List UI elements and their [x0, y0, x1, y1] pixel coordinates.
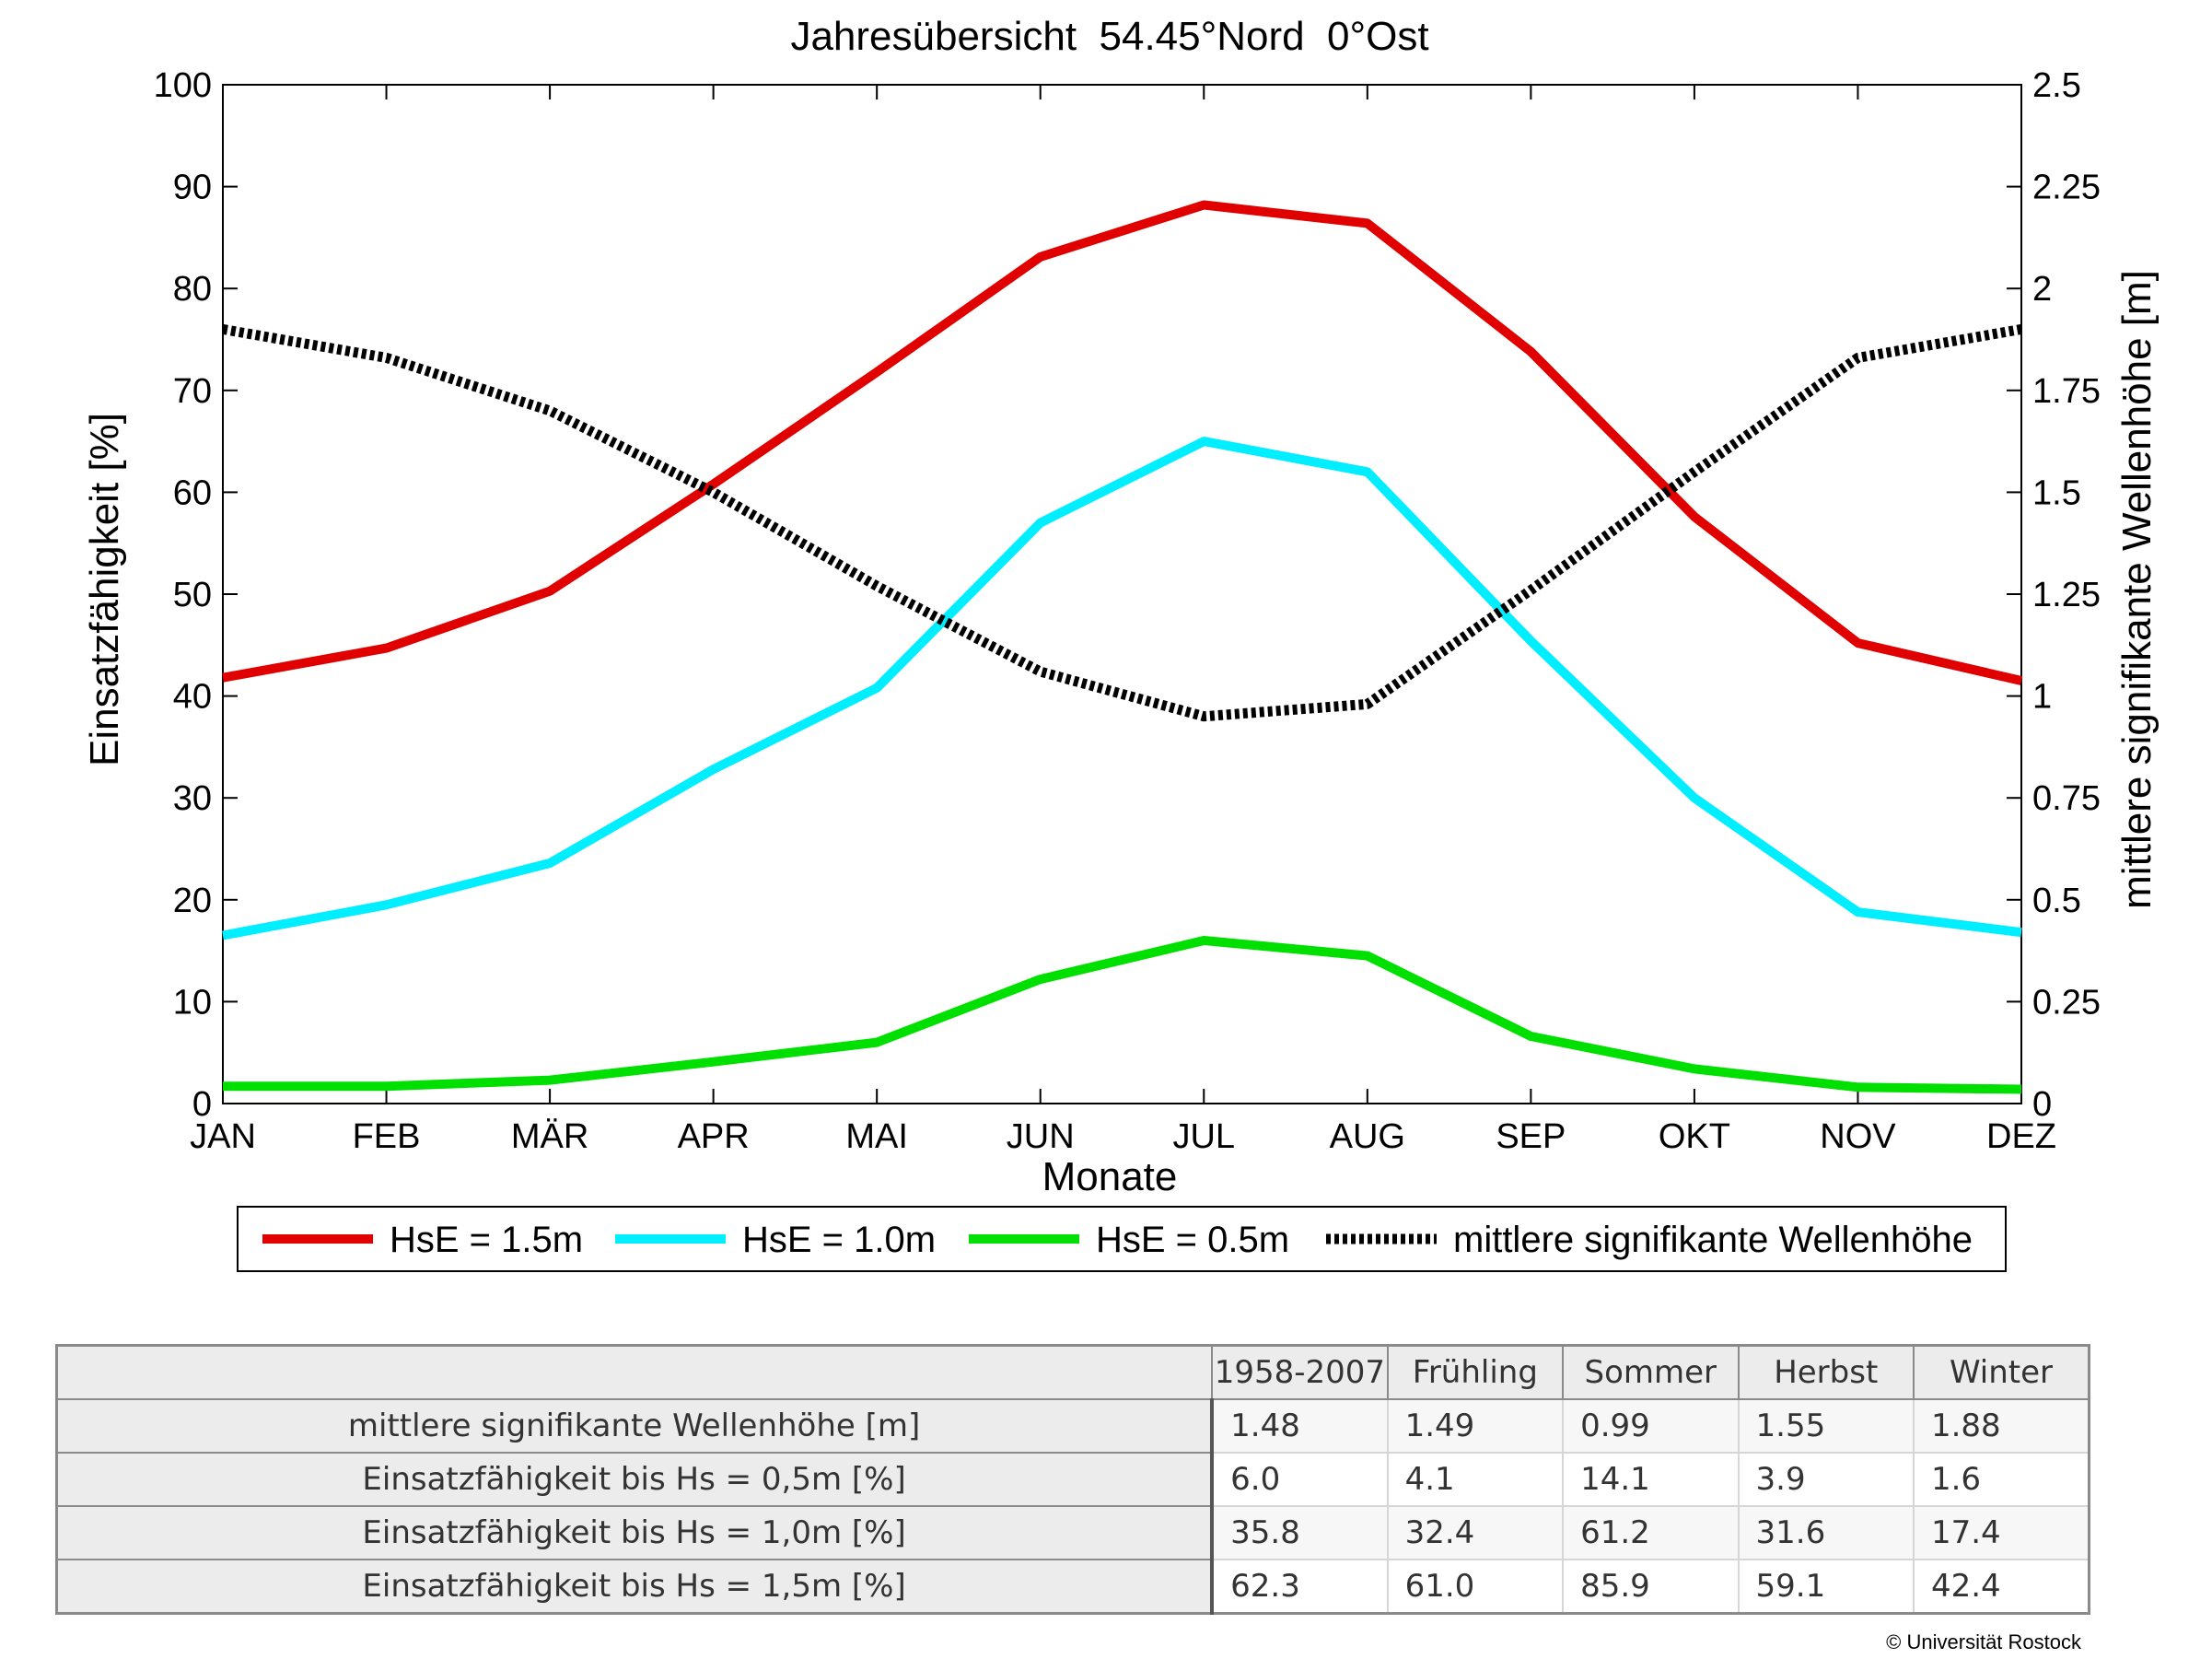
legend-label: HsE = 1.5m — [390, 1220, 583, 1260]
table-row-label: Einsatzfähigkeit bis Hs = 1,5m [%] — [55, 1559, 1215, 1615]
legend-label: mittlere signifikante Wellenhöhe — [1453, 1220, 1973, 1260]
y2-tick-label: 2.5 — [2032, 66, 2081, 105]
y-tick-label: 20 — [173, 882, 212, 920]
y2-tick-label: 0.75 — [2032, 779, 2101, 818]
y2-tick-label: 0 — [2032, 1085, 2052, 1124]
y-tick-label: 70 — [173, 372, 212, 411]
y-tick-label: 40 — [173, 678, 212, 717]
x-tick-label: JUN — [1007, 1117, 1075, 1156]
table-cell: 61.0 — [1386, 1559, 1565, 1615]
x-tick-label: SEP — [1496, 1117, 1566, 1156]
table-cell: 62.3 — [1211, 1559, 1389, 1615]
legend: HsE = 1.5m HsE = 1.0m HsE = 0.5m mittlere s… — [237, 1206, 2007, 1272]
table-cell: 3.9 — [1737, 1452, 1915, 1507]
table-header-cell: Winter — [1912, 1344, 2090, 1400]
table-cell: 0.99 — [1562, 1398, 1740, 1454]
table-cell: 1.88 — [1912, 1398, 2090, 1454]
x-tick-label: APR — [678, 1117, 750, 1156]
table-cell: 6.0 — [1211, 1452, 1389, 1507]
table-header-row: 1958-2007 Frühling Sommer Herbst Winter — [55, 1344, 2090, 1400]
table-cell: 17.4 — [1912, 1505, 2090, 1560]
table-row: mittlere signifikante Wellenhöhe [m] 1.4… — [55, 1398, 2090, 1454]
y-tick-label: 50 — [173, 576, 212, 614]
table-row: Einsatzfähigkeit bis Hs = 0,5m [%] 6.0 4… — [55, 1452, 2090, 1507]
table-header-cell: Frühling — [1386, 1344, 1565, 1400]
y2-tick-label: 2.25 — [2032, 169, 2101, 207]
legend-box — [237, 1206, 2007, 1272]
chart-title: Jahresübersicht 54.45°Nord 0°Ost — [790, 14, 1428, 59]
y2-tick-label: 1.75 — [2032, 372, 2101, 411]
table-corner-cell — [55, 1344, 1214, 1400]
table-row-label: Einsatzfähigkeit bis Hs = 1,0m [%] — [55, 1505, 1215, 1560]
y-tick-label: 80 — [173, 270, 212, 309]
x-tick-label: JAN — [190, 1117, 256, 1156]
table-cell: 4.1 — [1386, 1452, 1565, 1507]
series-line-2 — [223, 936, 2022, 1094]
x-axis-title: Monate — [1042, 1154, 1178, 1199]
table-cell: 61.2 — [1562, 1505, 1740, 1560]
y-tick-label: 0 — [192, 1085, 212, 1124]
y-tick-label: 60 — [173, 473, 212, 512]
y-axis-title: Einsatzfähigkeit [%] — [82, 413, 127, 766]
table-row-label: Einsatzfähigkeit bis Hs = 0,5m [%] — [55, 1452, 1215, 1507]
table-row: Einsatzfähigkeit bis Hs = 1,5m [%] 62.3 … — [55, 1559, 2090, 1615]
x-tick-label: AUG — [1330, 1117, 1405, 1156]
x-tick-label: JUL — [1172, 1117, 1235, 1156]
y2-tick-label: 1.5 — [2032, 473, 2081, 512]
copyright-notice: © Universität Rostock — [1886, 1630, 2081, 1653]
y2-tick-label: 0.25 — [2032, 983, 2101, 1022]
table-header-cell: Sommer — [1562, 1344, 1740, 1400]
x-tick-label: FEB — [353, 1117, 421, 1156]
table-cell: 32.4 — [1386, 1505, 1565, 1560]
table-header-cell: 1958-2007 — [1211, 1344, 1389, 1400]
table-cell: 1.6 — [1912, 1452, 2090, 1507]
table-cell: 59.1 — [1737, 1559, 1915, 1615]
legend-label: HsE = 1.0m — [742, 1220, 936, 1260]
statistics-table: 1958-2007 Frühling Sommer Herbst Winter … — [55, 1344, 2090, 1615]
chart: Jahresübersicht 54.45°Nord 0°Ost 0102030… — [82, 14, 2160, 1272]
y-tick-label: 30 — [173, 779, 212, 818]
y-tick-label: 10 — [173, 983, 212, 1022]
y2-tick-label: 1.25 — [2032, 576, 2101, 614]
table-row-label: mittlere signifikante Wellenhöhe [m] — [55, 1398, 1215, 1454]
plot-frame — [222, 84, 2022, 1104]
table-cell: 14.1 — [1562, 1452, 1740, 1507]
table-cell: 1.55 — [1737, 1398, 1915, 1454]
x-tick-label: MAI — [845, 1117, 908, 1156]
table-cell: 31.6 — [1737, 1505, 1915, 1560]
table-cell: 85.9 — [1562, 1559, 1740, 1615]
series-line-0 — [222, 200, 2023, 685]
table-cell: 42.4 — [1912, 1559, 2090, 1615]
series-line-1 — [222, 437, 2022, 940]
table-header-cell: Herbst — [1737, 1344, 1915, 1400]
x-tick-label: DEZ — [1986, 1117, 2056, 1156]
table-cell: 1.49 — [1386, 1398, 1565, 1454]
table-row: Einsatzfähigkeit bis Hs = 1,0m [%] 35.8 … — [55, 1505, 2090, 1560]
table-cell: 35.8 — [1211, 1505, 1389, 1560]
series-line-3 — [222, 323, 2022, 722]
y-tick-label: 100 — [154, 66, 212, 105]
y2-tick-label: 1 — [2032, 678, 2052, 717]
x-tick-label: NOV — [1820, 1117, 1896, 1156]
y-tick-label: 90 — [173, 169, 212, 207]
legend-label: HsE = 0.5m — [1096, 1220, 1289, 1260]
y2-tick-label: 0.5 — [2032, 882, 2081, 920]
x-tick-label: OKT — [1659, 1117, 1730, 1156]
table-cell: 1.48 — [1211, 1398, 1389, 1454]
y2-tick-label: 2 — [2032, 270, 2052, 309]
y2-axis-title: mittlere signifikante Wellenhöhe [m] — [2114, 270, 2160, 909]
x-tick-label: MÄR — [511, 1117, 588, 1156]
